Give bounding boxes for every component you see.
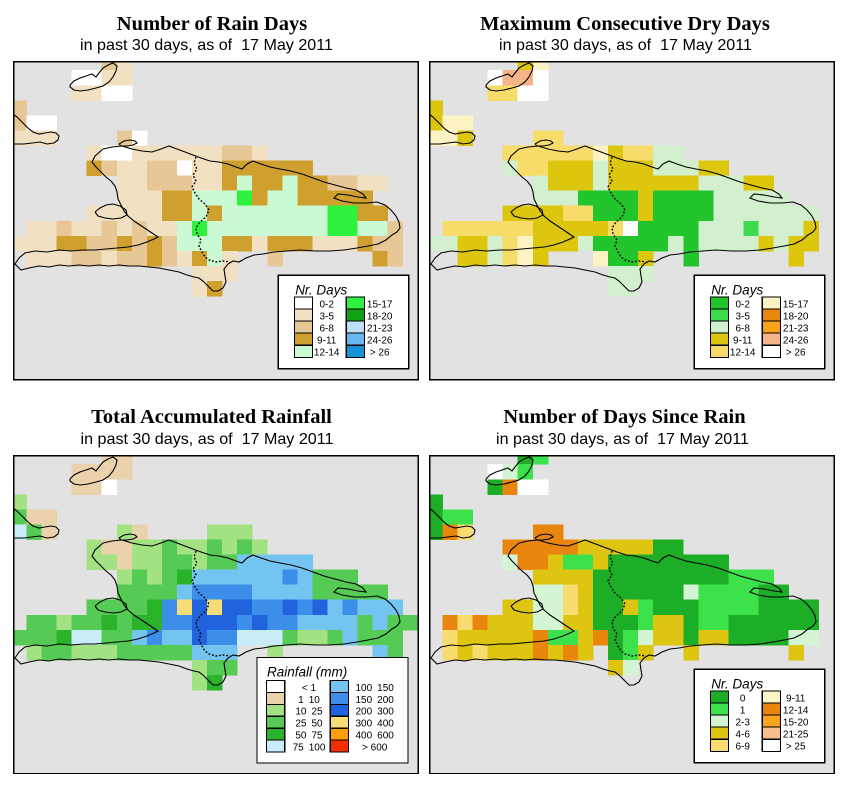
svg-text:18-20: 18-20 [782, 311, 808, 322]
svg-text:1: 1 [739, 705, 745, 716]
svg-text:2-3: 2-3 [735, 717, 750, 728]
svg-text:200 300: 200 300 [356, 706, 395, 717]
svg-text:0: 0 [739, 693, 745, 704]
svg-text:75 100: 75 100 [293, 742, 326, 753]
svg-text:15-20: 15-20 [782, 717, 808, 728]
svg-text:Rainfall (mm): Rainfall (mm) [267, 664, 347, 679]
svg-text:Nr. Days: Nr. Days [711, 676, 763, 691]
svg-text:25 50: 25 50 [295, 718, 323, 729]
svg-text:100 150: 100 150 [356, 682, 395, 693]
svg-text:15-17: 15-17 [367, 299, 393, 310]
svg-text:3-5: 3-5 [735, 311, 750, 322]
svg-text:12-14: 12-14 [782, 705, 808, 716]
svg-text:3-5: 3-5 [319, 311, 334, 322]
svg-text:9-11: 9-11 [733, 336, 753, 347]
svg-text:150 200: 150 200 [356, 694, 395, 705]
svg-text:24-26: 24-26 [367, 336, 393, 347]
svg-text:12-14: 12-14 [314, 348, 340, 359]
svg-text:18-20: 18-20 [367, 311, 393, 322]
svg-text:> 26: > 26 [370, 348, 390, 359]
svg-text:6-8: 6-8 [735, 324, 750, 335]
svg-text:15-17: 15-17 [782, 299, 808, 310]
svg-text:< 1: < 1 [302, 682, 317, 693]
svg-text:0-2: 0-2 [319, 299, 334, 310]
svg-text:> 600: > 600 [362, 742, 388, 753]
svg-text:0-2: 0-2 [735, 299, 750, 310]
svg-text:300 400: 300 400 [356, 718, 395, 729]
svg-text:6-8: 6-8 [319, 324, 334, 335]
svg-text:9-11: 9-11 [317, 336, 337, 347]
svg-text:24-26: 24-26 [782, 336, 808, 347]
svg-text:9-11: 9-11 [786, 693, 806, 704]
svg-text:21-23: 21-23 [367, 324, 393, 335]
svg-text:Nr. Days: Nr. Days [295, 283, 347, 298]
svg-text:Nr. Days: Nr. Days [711, 283, 763, 298]
svg-text:50 75: 50 75 [295, 730, 323, 741]
svg-text:6-9: 6-9 [735, 741, 750, 752]
svg-text:21-23: 21-23 [782, 324, 808, 335]
svg-text:1 10: 1 10 [298, 694, 320, 705]
svg-text:> 25: > 25 [785, 741, 805, 752]
svg-text:> 26: > 26 [785, 348, 805, 359]
svg-text:12-14: 12-14 [729, 348, 755, 359]
svg-text:21-25: 21-25 [782, 729, 808, 740]
svg-text:400 600: 400 600 [356, 730, 395, 741]
svg-text:10 25: 10 25 [295, 706, 323, 717]
svg-text:4-6: 4-6 [735, 729, 750, 740]
